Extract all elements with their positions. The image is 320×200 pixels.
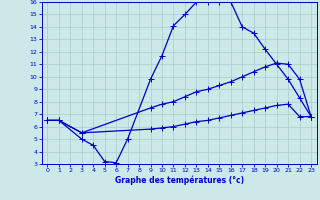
X-axis label: Graphe des températures (°c): Graphe des températures (°c) (115, 176, 244, 185)
